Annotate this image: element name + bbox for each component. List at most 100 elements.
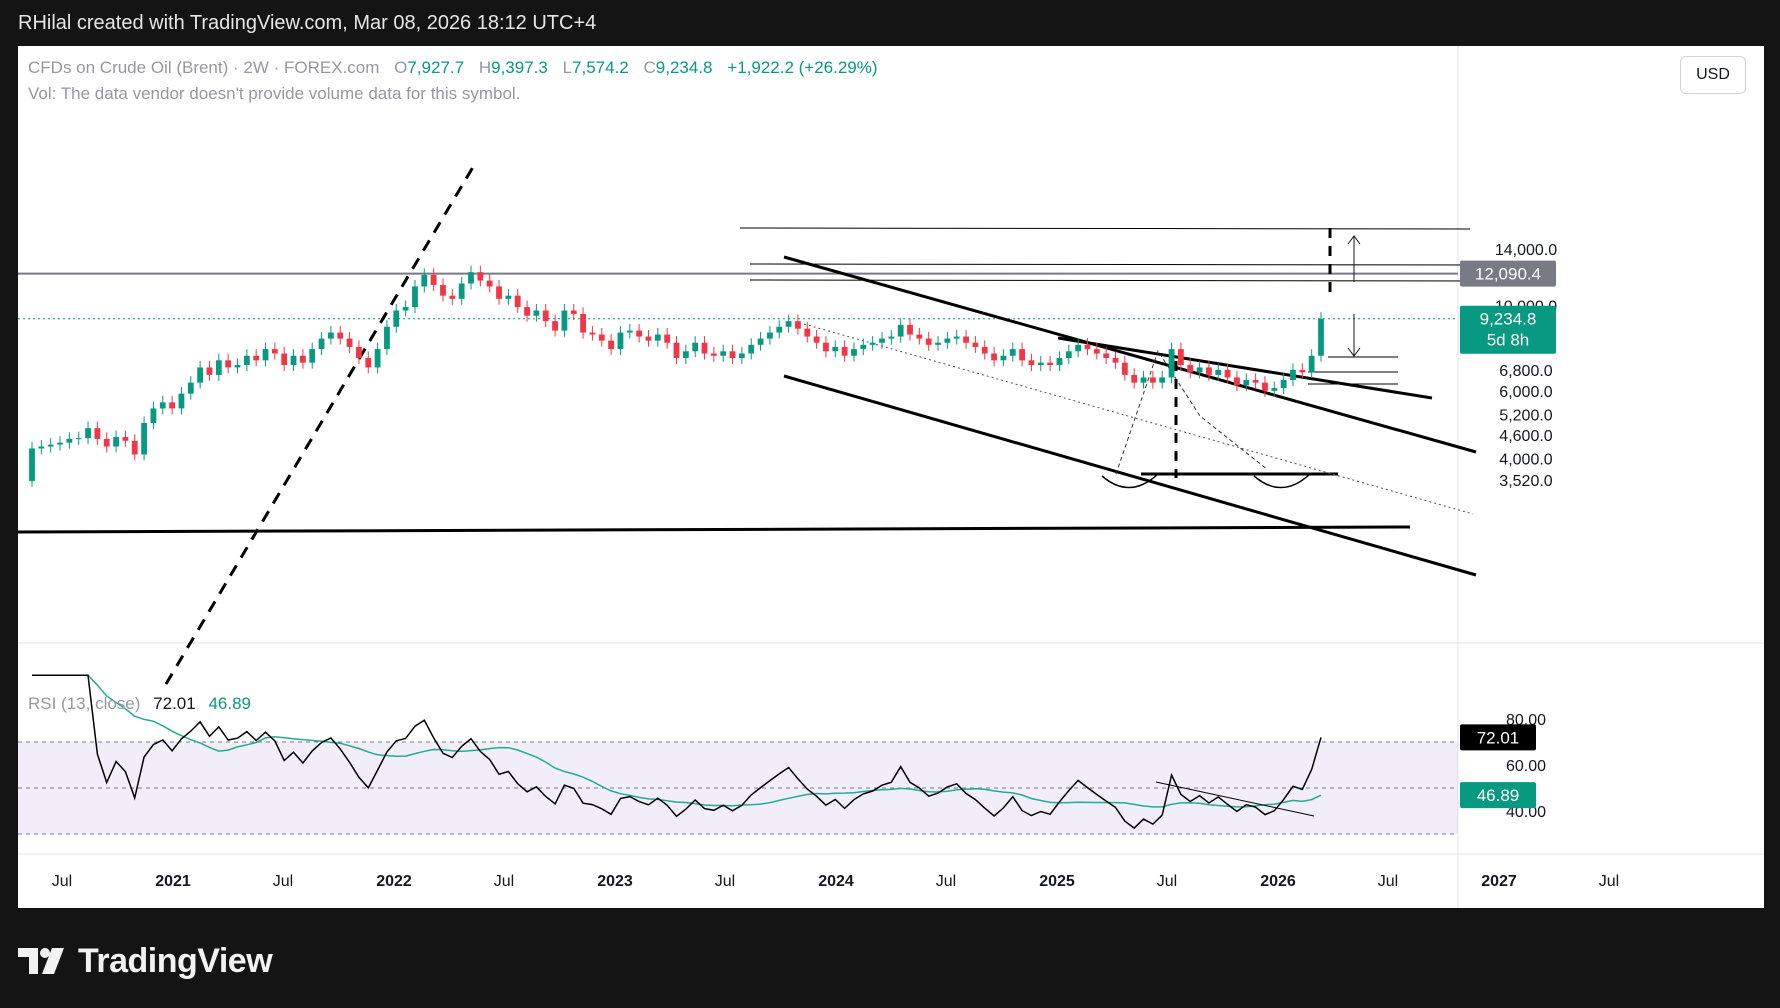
channel-upper-line: [783, 255, 1477, 454]
rsi-line: [32, 674, 1322, 830]
close-value: 9,234.8: [655, 58, 713, 77]
candle-body: [925, 338, 932, 345]
rsi-trendline: [1155, 781, 1315, 817]
candle-body: [897, 324, 904, 337]
chart-panel[interactable]: 14,000.010,000.08,000.06,800.06,000.05,2…: [18, 46, 1764, 908]
candle-body: [888, 336, 895, 339]
candle-body: [963, 336, 969, 343]
candle-body: [552, 321, 558, 331]
x-tick-label: Jul: [1599, 873, 1619, 890]
x-tick-label: 2021: [155, 873, 191, 890]
target-line-2: [749, 263, 1481, 266]
footer-logo: TradingView: [18, 936, 273, 986]
channel-lower-line: [783, 374, 1477, 577]
x-tick-label: Jul: [936, 873, 956, 890]
candle-body: [1047, 362, 1054, 366]
x-tick-label: 2023: [597, 873, 633, 890]
rsi-tick-label: 60.00: [1506, 758, 1546, 775]
x-tick-label: Jul: [273, 873, 293, 890]
candle-body: [682, 351, 689, 359]
candle-body: [860, 344, 867, 350]
attribution-text: RHilal created with TradingView.com, Mar…: [18, 12, 597, 34]
y-tick-label: 4,000.0: [1499, 452, 1552, 469]
candle-body: [440, 284, 446, 296]
resistance-price-label: 12,090.4: [1475, 265, 1541, 284]
candle-body: [1037, 362, 1044, 366]
candle-body: [365, 358, 372, 368]
long-horizontal-support: [18, 525, 1411, 534]
candle-body: [243, 355, 250, 366]
candle-body: [1131, 374, 1138, 383]
candle-body: [1196, 367, 1203, 373]
candle-body: [206, 367, 213, 375]
candle-body: [785, 321, 792, 327]
candle-body: [328, 332, 334, 339]
candle-body: [141, 422, 147, 455]
candle-body: [318, 338, 325, 350]
candle-body: [1028, 360, 1035, 366]
candle-body: [187, 382, 194, 394]
candle-body: [337, 332, 344, 339]
x-tick-label: Jul: [715, 873, 735, 890]
rsi-value-badge: [1460, 724, 1536, 751]
candle-body: [570, 310, 577, 314]
attribution-bar: RHilal created with TradingView.com, Mar…: [0, 0, 1780, 46]
candle-body: [299, 355, 306, 363]
rsi-value-badge-label: 72.01: [1477, 728, 1520, 747]
x-tick-label: 2025: [1039, 873, 1075, 890]
rsi-ma-badge: [1460, 782, 1536, 809]
rsi-ma-line: [32, 674, 1322, 808]
candle-body: [944, 338, 951, 343]
target-line-3: [749, 279, 1481, 282]
open-label: O: [394, 58, 408, 77]
candle-body: [664, 334, 671, 343]
candle-body: [1000, 355, 1007, 361]
x-tick-label: 2022: [376, 873, 412, 890]
candle-body: [1084, 344, 1091, 350]
candle-body: [832, 346, 839, 352]
candle-body: [458, 283, 465, 299]
candle-body: [169, 402, 176, 409]
candle-body: [346, 338, 353, 347]
currency-button[interactable]: USD: [1680, 56, 1746, 94]
candle-body: [1112, 358, 1119, 363]
candle-body: [85, 428, 91, 439]
candle-body: [29, 448, 35, 481]
pattern-legs: [1115, 349, 1269, 475]
candle-body: [1299, 369, 1306, 373]
candle-body: [580, 313, 586, 333]
candle-body: [94, 428, 101, 439]
candle-body: [869, 342, 876, 345]
bottom-arc-left: [1101, 473, 1159, 489]
x-tick-label: 2026: [1260, 873, 1296, 890]
candle-body: [281, 353, 288, 366]
candle-body: [589, 332, 596, 335]
candle-body: [626, 330, 633, 333]
rsi-ma-badge-label: 46.89: [1477, 786, 1520, 805]
ohlc-legend: CFDs on Crude Oil (Brent) · 2W · FOREX.c…: [28, 58, 878, 78]
price-chart[interactable]: 14,000.010,000.08,000.06,800.06,000.05,2…: [18, 46, 1764, 908]
up-arrow-head: [1347, 235, 1361, 245]
high-label: H: [478, 58, 492, 77]
down-arrow-head: [1347, 347, 1361, 357]
rsi-label: RSI (13, close): [28, 694, 141, 713]
y-tick-label: 3,520.0: [1499, 473, 1552, 490]
candle-body: [813, 336, 820, 343]
candle-body: [430, 274, 437, 285]
candle-body: [879, 338, 885, 343]
rsi-legend[interactable]: RSI (13, close) 72.01 46.89: [28, 694, 251, 714]
candle-body: [38, 446, 45, 449]
x-tick-label: Jul: [1378, 873, 1398, 890]
candle-body: [47, 444, 54, 447]
symbol-name[interactable]: CFDs on Crude Oil (Brent) · 2W · FOREX.c…: [28, 58, 380, 77]
candle-body: [1177, 349, 1184, 366]
candle-body: [421, 274, 428, 287]
candle-body: [131, 440, 138, 455]
close-label: C: [643, 58, 656, 77]
candle-body: [776, 326, 783, 333]
x-tick-label: 2027: [1481, 873, 1517, 890]
candle-body: [1009, 349, 1016, 356]
candle-body: [673, 342, 680, 359]
current-price-badge: [1460, 305, 1556, 354]
candle-body: [748, 344, 755, 354]
